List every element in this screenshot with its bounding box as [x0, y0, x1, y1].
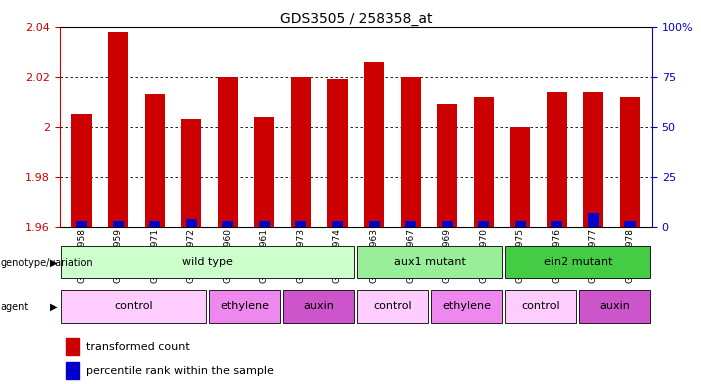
- Text: agent: agent: [1, 302, 29, 312]
- Bar: [144, 94, 165, 227]
- Text: ethylene: ethylene: [220, 301, 269, 311]
- Bar: [505, 246, 651, 278]
- Bar: [72, 114, 92, 227]
- Text: genotype/variation: genotype/variation: [1, 258, 93, 268]
- Bar: [113, 220, 123, 227]
- Bar: [108, 32, 128, 227]
- Text: control: control: [374, 301, 412, 311]
- Bar: [186, 218, 197, 227]
- Bar: [400, 77, 421, 227]
- Text: control: control: [114, 301, 153, 311]
- Bar: [583, 92, 604, 227]
- Bar: [437, 104, 457, 227]
- Bar: [588, 213, 599, 227]
- Text: ▶: ▶: [50, 302, 57, 312]
- Bar: [505, 290, 576, 323]
- Text: auxin: auxin: [599, 301, 630, 311]
- Bar: [181, 119, 201, 227]
- Bar: [620, 97, 640, 227]
- Bar: [291, 77, 311, 227]
- Text: control: control: [522, 301, 560, 311]
- Bar: [474, 97, 494, 227]
- Bar: [76, 220, 87, 227]
- Bar: [149, 220, 161, 227]
- Bar: [327, 79, 348, 227]
- Bar: [61, 246, 354, 278]
- Text: aux1 mutant: aux1 mutant: [394, 257, 465, 267]
- Bar: [405, 220, 416, 227]
- Bar: [259, 220, 270, 227]
- Text: percentile rank within the sample: percentile rank within the sample: [86, 366, 274, 376]
- Text: transformed count: transformed count: [86, 342, 190, 352]
- Bar: [222, 220, 233, 227]
- Bar: [65, 362, 79, 379]
- Bar: [510, 127, 531, 227]
- Bar: [579, 290, 651, 323]
- Bar: [515, 220, 526, 227]
- Bar: [547, 92, 567, 227]
- Bar: [61, 290, 206, 323]
- Text: ein2 mutant: ein2 mutant: [544, 257, 612, 267]
- Bar: [283, 290, 354, 323]
- Bar: [358, 290, 428, 323]
- Text: auxin: auxin: [304, 301, 334, 311]
- Title: GDS3505 / 258358_at: GDS3505 / 258358_at: [280, 12, 432, 26]
- Bar: [442, 220, 453, 227]
- Bar: [218, 77, 238, 227]
- Text: wild type: wild type: [182, 257, 233, 267]
- Text: ethylene: ethylene: [442, 301, 491, 311]
- Bar: [254, 117, 274, 227]
- Text: ▶: ▶: [50, 258, 57, 268]
- Bar: [209, 290, 280, 323]
- Bar: [295, 220, 306, 227]
- Bar: [65, 338, 79, 355]
- Bar: [625, 220, 636, 227]
- Bar: [551, 220, 562, 227]
- Bar: [431, 290, 503, 323]
- Bar: [369, 220, 379, 227]
- Bar: [332, 220, 343, 227]
- Bar: [358, 246, 503, 278]
- Bar: [478, 220, 489, 227]
- Bar: [364, 62, 384, 227]
